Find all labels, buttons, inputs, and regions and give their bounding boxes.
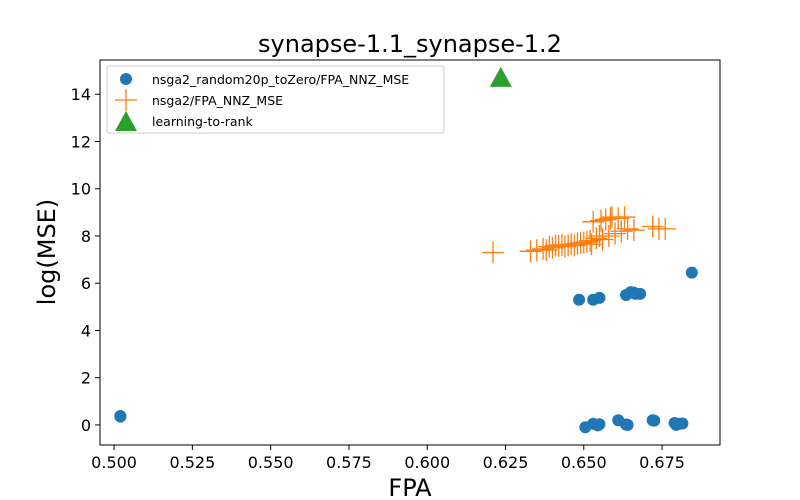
- x-axis-label: FPA: [388, 474, 432, 500]
- chart-title: synapse-1.1_synapse-1.2: [258, 30, 562, 58]
- legend-circle-marker: [120, 73, 132, 85]
- data-point: [579, 229, 602, 252]
- y-tick-label: 10: [71, 180, 91, 199]
- data-point: [613, 206, 636, 229]
- legend-triangle-marker: [115, 111, 137, 131]
- y-tick-label: 8: [81, 227, 91, 246]
- legend-plus-marker: [115, 89, 137, 111]
- data-marks: [114, 66, 698, 434]
- legend: nsga2_random20p_toZero/FPA_NNZ_MSE nsga2…: [106, 65, 445, 134]
- data-point: [648, 414, 661, 427]
- x-tick-label: 0.675: [639, 453, 685, 472]
- legend-label-series-3: learning-to-rank: [152, 114, 254, 129]
- series-3: [489, 66, 512, 87]
- y-tick-label: 12: [71, 132, 91, 151]
- data-point: [594, 208, 617, 231]
- x-tick-label: 0.625: [483, 453, 529, 472]
- series-1: [114, 266, 698, 434]
- y-tick-label: 2: [81, 369, 91, 388]
- data-point: [585, 227, 608, 250]
- data-point: [575, 230, 598, 253]
- data-point: [622, 219, 645, 242]
- y-axis-label: log(MSE): [33, 199, 61, 305]
- legend-label-series-2: nsga2/FPA_NNZ_MSE: [152, 93, 283, 108]
- data-point: [573, 293, 586, 306]
- data-point: [481, 241, 504, 264]
- x-tick-label: 0.575: [326, 453, 372, 472]
- data-point: [532, 237, 555, 260]
- y-axis-ticks: 0 2 4 6 8 10 12 14: [71, 85, 100, 435]
- data-point: [563, 234, 586, 257]
- data-point: [593, 291, 606, 304]
- x-tick-label: 0.500: [91, 453, 137, 472]
- x-tick-label: 0.650: [561, 453, 607, 472]
- x-tick-label: 0.525: [169, 453, 215, 472]
- data-point: [489, 66, 512, 87]
- y-tick-label: 6: [81, 274, 91, 293]
- data-point: [654, 217, 677, 240]
- legend-label-series-1: nsga2_random20p_toZero/FPA_NNZ_MSE: [152, 72, 409, 87]
- data-point: [593, 418, 606, 431]
- data-point: [590, 209, 613, 232]
- legend-box: [106, 65, 445, 134]
- data-point: [685, 266, 698, 279]
- data-point: [519, 240, 542, 263]
- data-point: [607, 207, 630, 230]
- data-point: [641, 215, 664, 238]
- data-point: [560, 233, 583, 256]
- data-point: [627, 286, 640, 299]
- data-point: [591, 228, 614, 251]
- data-point: [554, 235, 576, 258]
- y-tick-label: 0: [81, 416, 91, 435]
- data-point: [597, 224, 620, 247]
- data-point: [535, 239, 558, 262]
- y-tick-label: 14: [71, 85, 91, 104]
- series-2: [481, 206, 677, 264]
- data-point: [604, 222, 627, 245]
- data-point: [541, 236, 564, 259]
- data-point: [676, 417, 689, 430]
- plot-frame: [99, 59, 721, 446]
- data-point: [621, 418, 634, 431]
- x-tick-label: 0.600: [404, 453, 450, 472]
- data-point: [610, 220, 633, 243]
- y-tick-label: 4: [81, 321, 91, 340]
- data-point: [114, 409, 127, 422]
- x-tick-label: 0.550: [248, 453, 294, 472]
- data-point: [616, 217, 639, 240]
- x-axis-ticks: 0.500 0.525 0.550 0.575 0.600 0.625 0.650 0.675: [91, 445, 685, 472]
